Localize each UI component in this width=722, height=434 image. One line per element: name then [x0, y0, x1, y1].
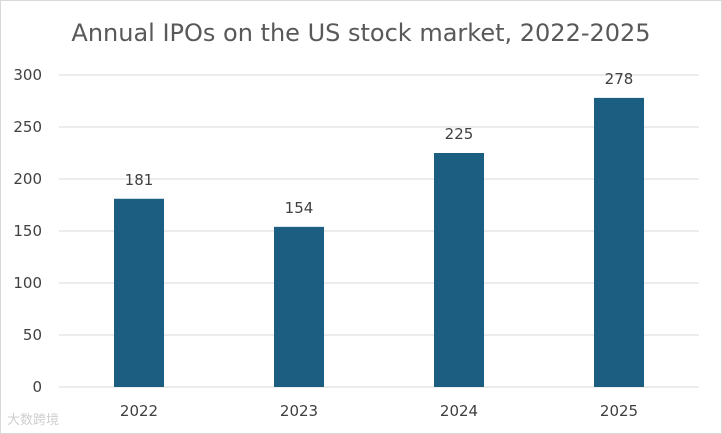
- x-tick-label: 2022: [120, 402, 158, 420]
- bar-2022: [114, 198, 164, 387]
- bar-2025: [594, 97, 644, 387]
- y-axis: 0 50 100 150 200 250 300: [13, 66, 42, 396]
- y-tick-label: 0: [32, 378, 42, 396]
- x-tick-label: 2025: [600, 402, 638, 420]
- y-tick-label: 150: [13, 222, 42, 240]
- y-tick-label: 250: [13, 118, 42, 136]
- x-axis: 2022 2023 2024 2025: [120, 402, 638, 420]
- data-label-2023: 154: [285, 199, 314, 217]
- x-tick-label: 2023: [280, 402, 318, 420]
- data-label-2025: 278: [605, 70, 634, 88]
- watermark-logo: 大数跨境: [7, 413, 60, 428]
- bar-2023: [274, 226, 324, 387]
- bar-2024: [434, 153, 484, 387]
- gridlines: [59, 74, 699, 388]
- chart-title: Annual IPOs on the US stock market, 2022…: [71, 19, 651, 47]
- y-tick-label: 200: [13, 170, 42, 188]
- data-labels: 181 154 225 278: [125, 70, 634, 217]
- data-label-2024: 225: [445, 125, 474, 143]
- bars: [114, 97, 644, 387]
- y-tick-label: 100: [13, 274, 42, 292]
- x-tick-label: 2024: [440, 402, 478, 420]
- data-label-2022: 181: [125, 171, 154, 189]
- y-tick-label: 300: [13, 66, 42, 84]
- y-tick-label: 50: [23, 326, 42, 344]
